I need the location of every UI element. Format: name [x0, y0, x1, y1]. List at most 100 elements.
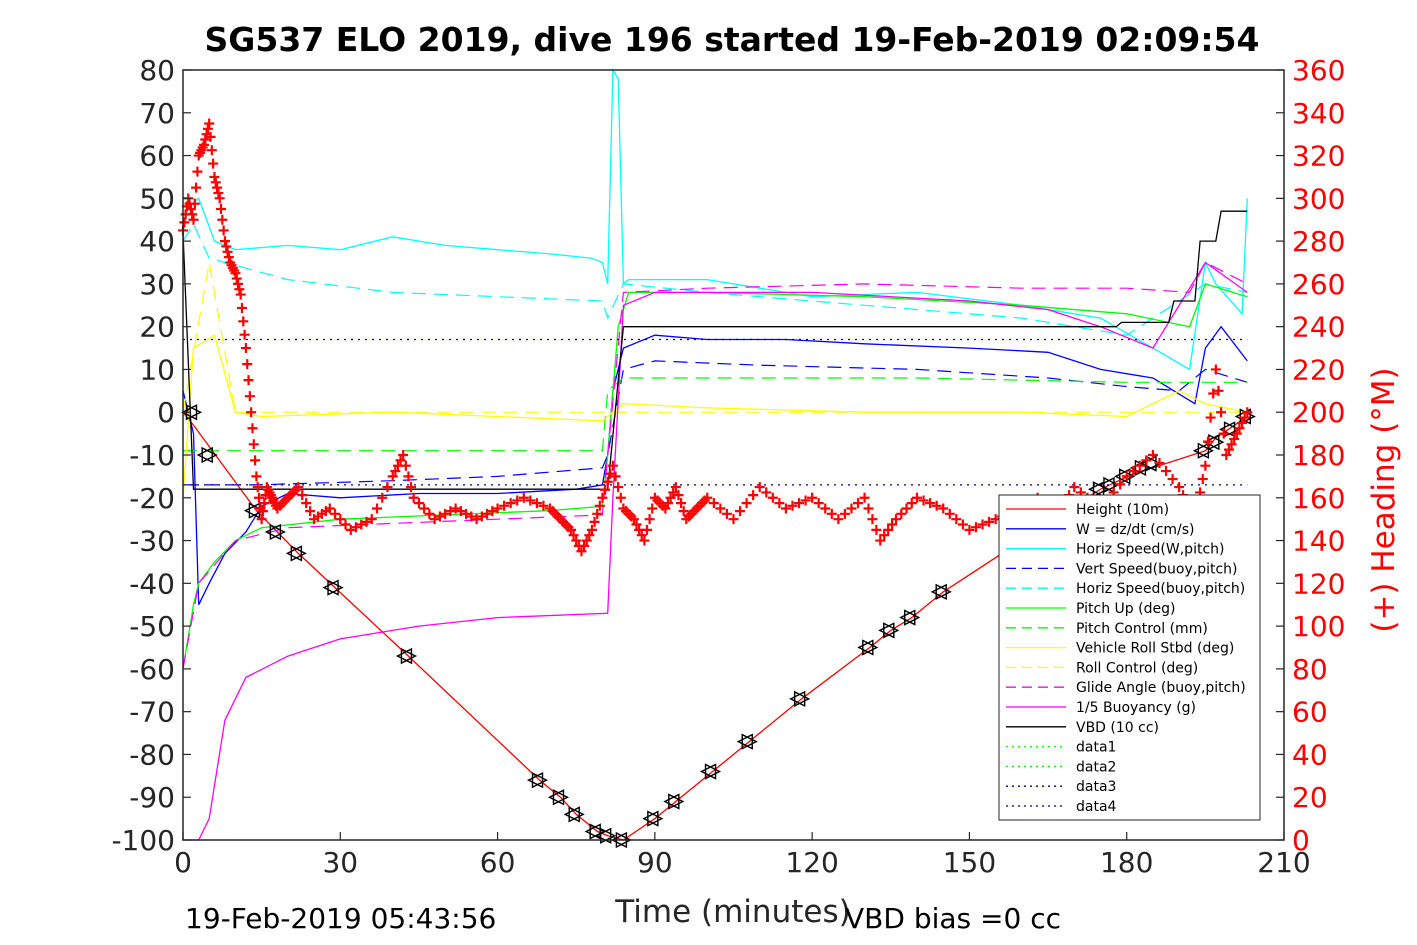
right-tick-label: 200	[1292, 396, 1345, 429]
heading-point	[231, 273, 242, 284]
heading-point	[1205, 412, 1216, 423]
depth-marker	[642, 810, 664, 827]
heading-point	[487, 506, 498, 517]
heading-point	[1141, 455, 1152, 466]
left-tick-label: 30	[139, 268, 175, 301]
legend-label: data2	[1076, 759, 1116, 775]
heading-point	[1216, 407, 1227, 418]
heading-point	[565, 524, 576, 535]
heading-point	[335, 514, 346, 525]
bottom-tick-label: 150	[943, 846, 996, 879]
left-tick-label: 20	[139, 311, 175, 344]
heading-point	[1231, 428, 1242, 439]
legend-label: W = dz/dt (cm/s)	[1076, 522, 1195, 538]
heading-point	[238, 316, 249, 327]
heading-point	[702, 492, 713, 503]
heading-point	[787, 500, 798, 511]
heading-point	[1237, 417, 1248, 428]
heading-point	[938, 503, 949, 514]
series-line-0	[182, 411, 1248, 841]
right-tick-label: 320	[1292, 140, 1345, 173]
heading-point	[512, 495, 523, 506]
depth-marker	[395, 647, 418, 665]
heading-point	[833, 514, 844, 525]
heading-point	[395, 455, 406, 466]
heading-point	[761, 487, 772, 498]
heading-point	[324, 503, 335, 514]
heading-point	[259, 498, 270, 509]
heading-point	[896, 508, 907, 519]
heading-point	[236, 302, 247, 313]
heading-point	[243, 375, 254, 386]
heading-point	[678, 506, 689, 517]
heading-point	[216, 204, 227, 215]
heading-point	[1147, 450, 1158, 460]
heading-point	[568, 530, 579, 541]
heading-point	[610, 471, 621, 482]
heading-point	[466, 511, 477, 522]
right-tick-label: 60	[1292, 696, 1328, 729]
heading-point	[584, 530, 595, 541]
heading-point	[257, 506, 268, 517]
heading-point	[800, 495, 811, 506]
heading-point	[398, 450, 409, 460]
heading-point	[594, 500, 605, 511]
heading-point	[419, 503, 430, 514]
heading-point	[774, 498, 785, 509]
footer-vbd-bias: VBD bias =0 cc	[845, 902, 1061, 935]
heading-point	[251, 471, 262, 482]
heading-point	[639, 535, 650, 546]
heading-point	[581, 535, 592, 546]
heading-point	[189, 198, 200, 209]
heading-point	[813, 498, 824, 509]
legend-label: Glide Angle (buoy,pitch)	[1076, 680, 1246, 696]
left-tick-label: 70	[139, 97, 175, 130]
heading-point	[636, 530, 647, 541]
heading-point	[222, 246, 233, 257]
heading-point	[728, 514, 739, 525]
right-tick-label: 360	[1292, 54, 1345, 87]
heading-point	[579, 540, 590, 551]
heading-point	[482, 508, 493, 519]
heading-point	[221, 241, 232, 252]
heading-point	[918, 495, 929, 506]
heading-point	[853, 498, 864, 509]
legend-label: Vert Speed(buoy,pitch)	[1076, 561, 1238, 577]
depth-marker	[789, 690, 811, 707]
heading-point	[1239, 412, 1250, 423]
left-tick-label: -90	[129, 781, 175, 814]
legend-label: data4	[1076, 799, 1117, 815]
heading-point	[340, 519, 351, 530]
heading-point	[429, 514, 440, 525]
heading-point	[748, 490, 759, 501]
heading-point	[602, 476, 613, 487]
heading-point	[256, 514, 267, 525]
heading-point	[970, 522, 981, 533]
right-tick-label: 40	[1292, 738, 1328, 771]
heading-point	[461, 508, 472, 519]
heading-point	[445, 506, 456, 517]
legend-label: Height (10m)	[1076, 502, 1169, 518]
heading-point	[887, 519, 898, 530]
heading-point	[205, 131, 216, 142]
heading-point	[662, 498, 673, 509]
heading-point	[859, 492, 870, 503]
footer-timestamp: 19-Feb-2019 05:43:56	[185, 902, 496, 935]
heading-point	[665, 492, 676, 503]
heading-point	[476, 511, 487, 522]
heading-point	[1202, 436, 1213, 447]
heading-point	[356, 519, 367, 530]
heading-point	[198, 139, 209, 150]
heading-point	[571, 535, 582, 546]
heading-point	[400, 460, 411, 471]
legend-label: Horiz Speed(W,pitch)	[1076, 542, 1224, 558]
heading-point	[600, 484, 611, 495]
heading-point	[208, 158, 219, 169]
depth-marker	[563, 806, 585, 823]
heading-point	[408, 492, 419, 503]
heading-point	[188, 214, 199, 225]
heading-point	[293, 482, 304, 493]
left-tick-label: 60	[139, 140, 175, 173]
bottom-tick-label: 210	[1257, 846, 1310, 879]
